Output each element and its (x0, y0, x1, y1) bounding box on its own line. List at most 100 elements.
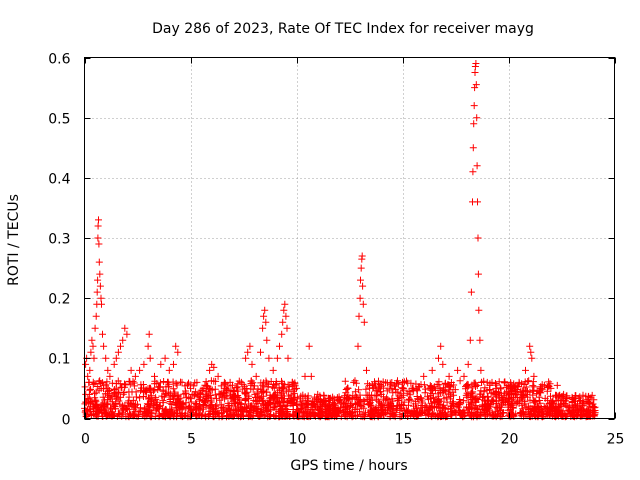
noise-point (196, 397, 203, 405)
y-tick-label: 0.5 (48, 112, 70, 128)
noise-point (534, 403, 542, 410)
data-point (98, 300, 105, 308)
noise-point (479, 393, 486, 401)
noise-point (464, 383, 472, 391)
data-point (477, 366, 485, 374)
noise-point (341, 377, 349, 385)
noise-point (202, 378, 210, 386)
data-point (500, 378, 508, 386)
data-point (85, 378, 93, 386)
noise-point (393, 402, 401, 410)
data-point (174, 348, 182, 356)
data-point (84, 372, 92, 380)
noise-point (520, 410, 528, 418)
data-point (469, 144, 477, 152)
noise-point (326, 405, 334, 413)
data-point (95, 258, 103, 266)
noise-point (106, 387, 114, 394)
data-point (123, 330, 131, 338)
noise-point (176, 398, 184, 406)
noise-point (403, 389, 411, 397)
data-point (89, 342, 97, 350)
noise-point (440, 401, 448, 409)
noise-point (334, 408, 342, 416)
noise-point (283, 409, 291, 417)
data-point (435, 354, 442, 362)
noise-point (440, 395, 448, 403)
data-point (136, 366, 144, 374)
noise-point (184, 381, 191, 389)
noise-point (552, 397, 560, 405)
data-point (445, 372, 453, 380)
noise-point (441, 380, 449, 388)
noise-point (401, 410, 409, 418)
noise-point (540, 403, 548, 410)
noise-point (483, 393, 491, 401)
noise-point (351, 377, 359, 385)
noise-point (187, 395, 194, 403)
data-point (95, 216, 102, 224)
noise-point (242, 396, 250, 404)
noise-point (460, 397, 468, 405)
noise-point (386, 379, 394, 387)
data-point (127, 366, 135, 374)
noise-point (469, 410, 477, 418)
noise-point (377, 409, 385, 417)
data-point (515, 378, 523, 386)
noise-point (330, 410, 338, 418)
data-point (547, 384, 555, 392)
noise-point (84, 395, 92, 402)
noise-point (303, 401, 311, 408)
data-point (293, 384, 300, 392)
data-point (288, 378, 296, 386)
data-point (145, 330, 153, 338)
noise-point (95, 386, 103, 394)
noise-point (538, 381, 546, 389)
noise-point (112, 405, 119, 413)
noise-point (304, 410, 312, 418)
noise-point (166, 399, 174, 407)
noise-point (473, 382, 481, 390)
data-point (301, 372, 309, 380)
noise-point (97, 380, 105, 387)
data-point (454, 366, 462, 374)
noise-point (405, 387, 413, 395)
noise-point (171, 388, 179, 396)
data-point (359, 282, 367, 290)
noise-point (258, 408, 266, 416)
data-point (357, 264, 365, 272)
data-point (483, 378, 491, 386)
noise-point (102, 381, 110, 389)
data-point (140, 360, 148, 368)
data-point (102, 354, 110, 362)
tick-labels: 0 5 10 15 20 25 0 0.1 0.2 0.3 0.4 0.5 0.6 (48, 52, 624, 448)
noise-point (507, 380, 515, 388)
noise-point (325, 401, 333, 409)
noise-point (456, 377, 464, 385)
noise-point (129, 377, 137, 385)
data-point (437, 342, 445, 350)
noise-point (149, 400, 157, 408)
noise-point (319, 399, 327, 407)
noise-point (91, 402, 99, 410)
noise-point (512, 389, 520, 397)
x-axis-label: GPS time / hours (290, 458, 407, 474)
noise-point (513, 399, 521, 407)
data-point (257, 348, 264, 356)
noise-point (182, 403, 190, 411)
noise-point (144, 394, 152, 402)
noise-point (505, 398, 513, 406)
noise-point (530, 407, 538, 415)
y-tick-label: 0 (62, 413, 71, 429)
noise-point (172, 401, 180, 409)
noise-point (267, 399, 275, 407)
noise-point (191, 403, 199, 411)
data-point (210, 363, 218, 371)
data-point (360, 318, 368, 326)
noise-point (160, 378, 168, 385)
noise-point (222, 385, 230, 393)
data-point (110, 360, 118, 368)
noise-point (425, 395, 432, 403)
data-point (91, 324, 99, 332)
noise-point (86, 386, 94, 394)
